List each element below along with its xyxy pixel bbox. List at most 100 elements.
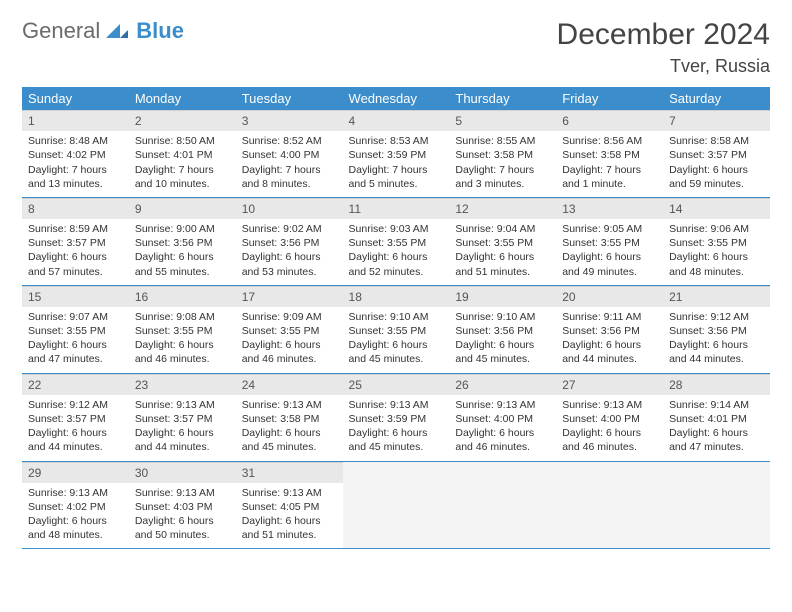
sunrise-text: Sunrise: 9:12 AM <box>28 398 123 412</box>
sunrise-text: Sunrise: 9:13 AM <box>349 398 444 412</box>
sunrise-text: Sunrise: 9:12 AM <box>669 310 764 324</box>
calendar-day-cell: 13Sunrise: 9:05 AMSunset: 3:55 PMDayligh… <box>556 197 663 285</box>
calendar-day-cell: 16Sunrise: 9:08 AMSunset: 3:55 PMDayligh… <box>129 285 236 373</box>
calendar-day-cell: 3Sunrise: 8:52 AMSunset: 4:00 PMDaylight… <box>236 110 343 197</box>
calendar-week-row: 1Sunrise: 8:48 AMSunset: 4:02 PMDaylight… <box>22 110 770 197</box>
location-label: Tver, Russia <box>557 56 770 77</box>
sunset-text: Sunset: 3:55 PM <box>349 236 444 250</box>
day-number: 27 <box>556 374 663 395</box>
sunrise-text: Sunrise: 9:13 AM <box>562 398 657 412</box>
title-block: December 2024 Tver, Russia <box>557 18 770 77</box>
sunset-text: Sunset: 3:59 PM <box>349 148 444 162</box>
sunrise-text: Sunrise: 9:11 AM <box>562 310 657 324</box>
day-number: 12 <box>449 198 556 219</box>
sunrise-text: Sunrise: 9:05 AM <box>562 222 657 236</box>
day-body: Sunrise: 9:13 AMSunset: 4:00 PMDaylight:… <box>449 395 556 461</box>
brand-blue: Blue <box>136 18 184 44</box>
calendar-body: 1Sunrise: 8:48 AMSunset: 4:02 PMDaylight… <box>22 110 770 549</box>
sunset-text: Sunset: 4:05 PM <box>242 500 337 514</box>
day-body: Sunrise: 9:11 AMSunset: 3:56 PMDaylight:… <box>556 307 663 373</box>
brand-logo: General Blue <box>22 18 184 44</box>
calendar-day-cell: 12Sunrise: 9:04 AMSunset: 3:55 PMDayligh… <box>449 197 556 285</box>
day-number: 20 <box>556 286 663 307</box>
calendar-day-cell: 26Sunrise: 9:13 AMSunset: 4:00 PMDayligh… <box>449 373 556 461</box>
day-number: 10 <box>236 198 343 219</box>
month-title: December 2024 <box>557 18 770 52</box>
day-body: Sunrise: 9:02 AMSunset: 3:56 PMDaylight:… <box>236 219 343 285</box>
day-body: Sunrise: 8:53 AMSunset: 3:59 PMDaylight:… <box>343 131 450 197</box>
daylight-text: Daylight: 6 hours and 57 minutes. <box>28 250 123 278</box>
day-body: Sunrise: 9:13 AMSunset: 4:05 PMDaylight:… <box>236 483 343 549</box>
daylight-text: Daylight: 6 hours and 45 minutes. <box>455 338 550 366</box>
day-number: 1 <box>22 110 129 131</box>
day-body: Sunrise: 9:12 AMSunset: 3:57 PMDaylight:… <box>22 395 129 461</box>
day-body: Sunrise: 9:00 AMSunset: 3:56 PMDaylight:… <box>129 219 236 285</box>
sunrise-text: Sunrise: 9:13 AM <box>28 486 123 500</box>
day-number: 5 <box>449 110 556 131</box>
day-number: 4 <box>343 110 450 131</box>
day-body: Sunrise: 8:55 AMSunset: 3:58 PMDaylight:… <box>449 131 556 197</box>
page-header: General Blue December 2024 Tver, Russia <box>22 18 770 77</box>
daylight-text: Daylight: 6 hours and 49 minutes. <box>562 250 657 278</box>
sunrise-text: Sunrise: 9:07 AM <box>28 310 123 324</box>
daylight-text: Daylight: 6 hours and 45 minutes. <box>349 338 444 366</box>
daylight-text: Daylight: 7 hours and 10 minutes. <box>135 163 230 191</box>
day-body: Sunrise: 9:14 AMSunset: 4:01 PMDaylight:… <box>663 395 770 461</box>
calendar-day-cell: 4Sunrise: 8:53 AMSunset: 3:59 PMDaylight… <box>343 110 450 197</box>
sunset-text: Sunset: 4:03 PM <box>135 500 230 514</box>
calendar-day-cell: 5Sunrise: 8:55 AMSunset: 3:58 PMDaylight… <box>449 110 556 197</box>
day-number: 16 <box>129 286 236 307</box>
day-number: 7 <box>663 110 770 131</box>
sunset-text: Sunset: 3:57 PM <box>28 236 123 250</box>
calendar-week-row: 22Sunrise: 9:12 AMSunset: 3:57 PMDayligh… <box>22 373 770 461</box>
calendar-day-cell: 17Sunrise: 9:09 AMSunset: 3:55 PMDayligh… <box>236 285 343 373</box>
sunrise-text: Sunrise: 9:13 AM <box>242 486 337 500</box>
sunset-text: Sunset: 3:59 PM <box>349 412 444 426</box>
daylight-text: Daylight: 6 hours and 53 minutes. <box>242 250 337 278</box>
sunset-text: Sunset: 4:01 PM <box>669 412 764 426</box>
daylight-text: Daylight: 6 hours and 55 minutes. <box>135 250 230 278</box>
sunrise-text: Sunrise: 9:13 AM <box>135 398 230 412</box>
weekday-header: Thursday <box>449 87 556 110</box>
calendar-day-cell: 25Sunrise: 9:13 AMSunset: 3:59 PMDayligh… <box>343 373 450 461</box>
day-body: Sunrise: 8:59 AMSunset: 3:57 PMDaylight:… <box>22 219 129 285</box>
sunrise-text: Sunrise: 9:08 AM <box>135 310 230 324</box>
sunset-text: Sunset: 3:58 PM <box>242 412 337 426</box>
day-body: Sunrise: 9:07 AMSunset: 3:55 PMDaylight:… <box>22 307 129 373</box>
sunrise-text: Sunrise: 9:02 AM <box>242 222 337 236</box>
sunset-text: Sunset: 3:55 PM <box>135 324 230 338</box>
sunrise-text: Sunrise: 9:06 AM <box>669 222 764 236</box>
day-number: 28 <box>663 374 770 395</box>
daylight-text: Daylight: 7 hours and 5 minutes. <box>349 163 444 191</box>
calendar-day-cell: 2Sunrise: 8:50 AMSunset: 4:01 PMDaylight… <box>129 110 236 197</box>
weekday-header: Wednesday <box>343 87 450 110</box>
calendar-day-cell: 19Sunrise: 9:10 AMSunset: 3:56 PMDayligh… <box>449 285 556 373</box>
weekday-header: Tuesday <box>236 87 343 110</box>
sunrise-text: Sunrise: 9:14 AM <box>669 398 764 412</box>
daylight-text: Daylight: 6 hours and 47 minutes. <box>669 426 764 454</box>
calendar-day-cell: 29Sunrise: 9:13 AMSunset: 4:02 PMDayligh… <box>22 461 129 549</box>
sunset-text: Sunset: 3:56 PM <box>242 236 337 250</box>
day-body: Sunrise: 9:08 AMSunset: 3:55 PMDaylight:… <box>129 307 236 373</box>
calendar-day-cell <box>556 461 663 549</box>
sunset-text: Sunset: 4:02 PM <box>28 500 123 514</box>
sunset-text: Sunset: 4:00 PM <box>562 412 657 426</box>
day-body: Sunrise: 9:13 AMSunset: 3:57 PMDaylight:… <box>129 395 236 461</box>
daylight-text: Daylight: 6 hours and 59 minutes. <box>669 163 764 191</box>
sunrise-text: Sunrise: 9:13 AM <box>455 398 550 412</box>
sunset-text: Sunset: 3:55 PM <box>562 236 657 250</box>
calendar-day-cell: 7Sunrise: 8:58 AMSunset: 3:57 PMDaylight… <box>663 110 770 197</box>
calendar-day-cell: 28Sunrise: 9:14 AMSunset: 4:01 PMDayligh… <box>663 373 770 461</box>
logo-triangle-icon <box>106 18 128 44</box>
day-body: Sunrise: 9:13 AMSunset: 4:02 PMDaylight:… <box>22 483 129 549</box>
sunset-text: Sunset: 4:02 PM <box>28 148 123 162</box>
daylight-text: Daylight: 6 hours and 47 minutes. <box>28 338 123 366</box>
sunset-text: Sunset: 3:56 PM <box>562 324 657 338</box>
calendar-day-cell: 30Sunrise: 9:13 AMSunset: 4:03 PMDayligh… <box>129 461 236 549</box>
calendar-day-cell: 1Sunrise: 8:48 AMSunset: 4:02 PMDaylight… <box>22 110 129 197</box>
calendar-day-cell: 8Sunrise: 8:59 AMSunset: 3:57 PMDaylight… <box>22 197 129 285</box>
day-body: Sunrise: 8:50 AMSunset: 4:01 PMDaylight:… <box>129 131 236 197</box>
calendar-day-cell: 24Sunrise: 9:13 AMSunset: 3:58 PMDayligh… <box>236 373 343 461</box>
brand-general: General <box>22 18 100 44</box>
daylight-text: Daylight: 6 hours and 45 minutes. <box>349 426 444 454</box>
